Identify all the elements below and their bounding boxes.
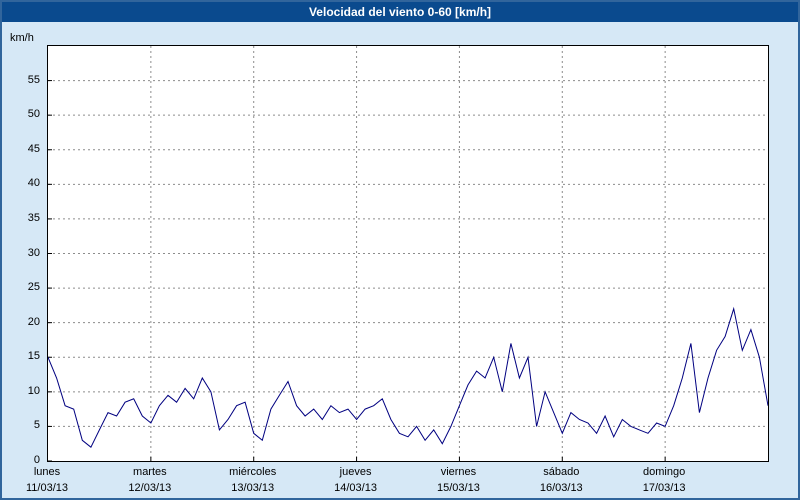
day-date: 14/03/13 (334, 482, 377, 494)
day-name: sábado (543, 466, 580, 478)
y-tick-label: 0 (33, 454, 40, 466)
day-label: martes 12/03/13 (105, 466, 195, 494)
day-name: lunes (33, 466, 61, 478)
day-name: jueves (339, 466, 372, 478)
day-label: miércoles 13/03/13 (208, 466, 298, 494)
y-tick-label: 35 (27, 211, 40, 224)
day-name: martes (133, 466, 167, 478)
chart-title: Velocidad del viento 0-60 [km/h] (2, 2, 798, 22)
y-tick-label: 15 (27, 350, 40, 363)
day-date: 15/03/13 (437, 482, 480, 494)
day-name: viernes (440, 466, 477, 478)
day-name: miércoles (229, 466, 277, 478)
day-date: 11/03/13 (25, 482, 68, 494)
wind-speed-line-chart (47, 45, 769, 462)
y-tick-label: 50 (27, 108, 40, 121)
y-tick-label: 10 (27, 384, 40, 397)
day-date: 12/03/13 (128, 482, 172, 494)
y-tick-label: 20 (27, 315, 40, 328)
y-tick-label: 25 (27, 281, 40, 294)
day-label: lunes 11/03/13 (2, 466, 92, 494)
y-tick-label: 40 (27, 177, 40, 190)
y-tick-label: 55 (27, 73, 40, 86)
day-label: sábado 16/03/13 (516, 466, 606, 494)
y-tick-label: 45 (27, 142, 40, 155)
day-date: 16/03/13 (539, 482, 583, 494)
y-tick-label: 30 (27, 246, 40, 259)
chart-area: km/h 0 5 10 15 20 25 30 35 40 45 50 55 lunes 11/03/1… (2, 22, 798, 498)
day-date: 13/03/13 (231, 482, 275, 494)
day-label: domingo 17/03/13 (619, 466, 709, 494)
day-name: domingo (643, 466, 686, 478)
y-axis-unit-label: km/h (10, 32, 34, 44)
y-tick-label: 5 (33, 419, 40, 432)
wind-speed-series (48, 306, 768, 448)
day-label: viernes 15/03/13 (413, 466, 503, 494)
day-label: jueves 14/03/13 (311, 466, 401, 494)
day-date: 17/03/13 (642, 482, 686, 494)
